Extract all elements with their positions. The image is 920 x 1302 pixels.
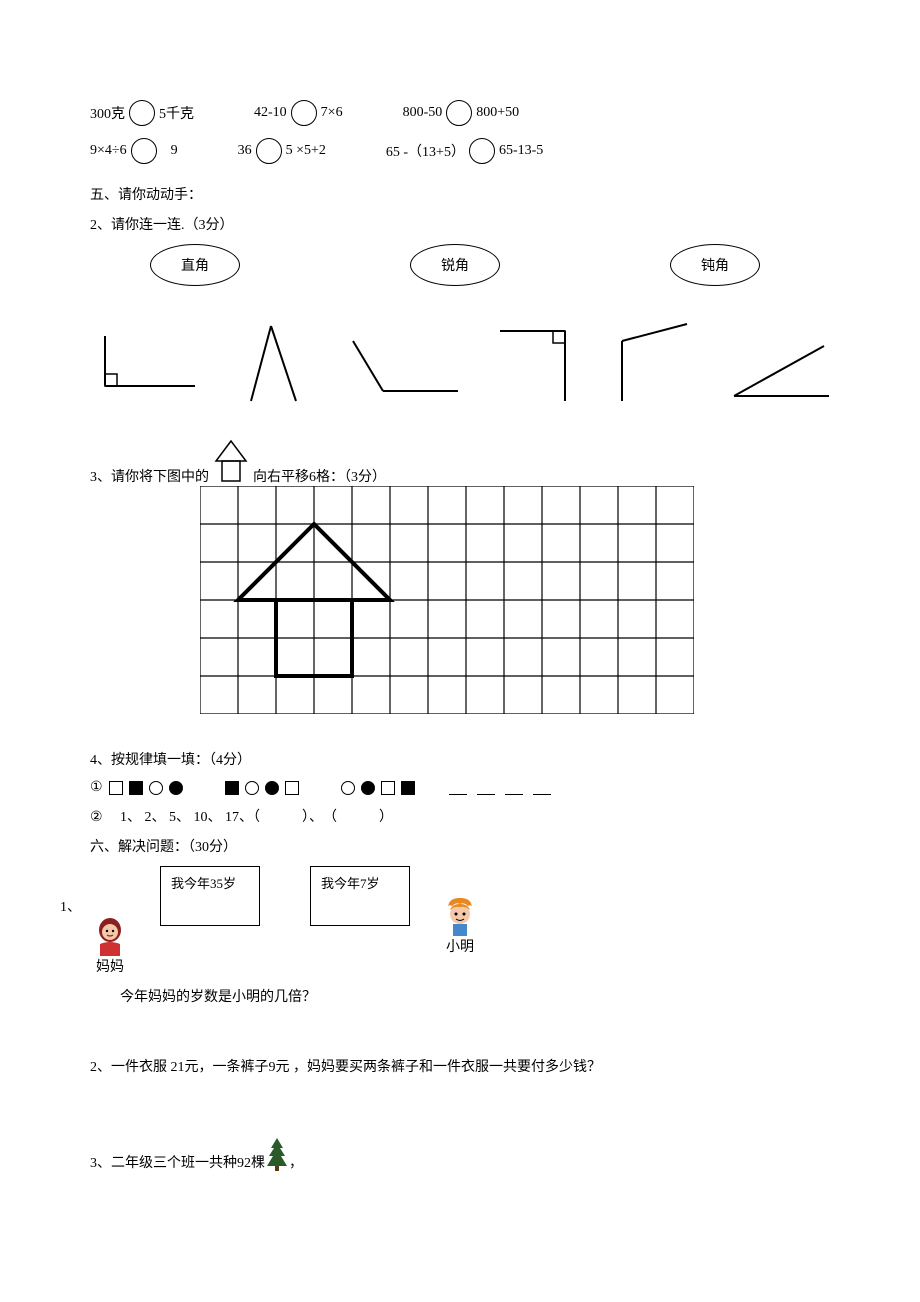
compare-right: 800+50: [476, 105, 519, 121]
compare-right: 65-13-5: [499, 143, 543, 159]
q1-label: 1、: [60, 896, 81, 916]
grid-svg[interactable]: [200, 486, 694, 714]
q3-post: 向右平移6格：（3分）: [253, 466, 386, 486]
pattern-1: ①: [90, 779, 830, 796]
boy-label: 小明: [446, 936, 474, 956]
pattern-blank[interactable]: [505, 781, 523, 795]
circle-open-icon: [341, 781, 355, 795]
compare-right: 9: [171, 143, 178, 159]
circle-fill-icon: [169, 781, 183, 795]
pattern-blank[interactable]: [477, 781, 495, 795]
circle-fill-icon: [361, 781, 375, 795]
q1-question: 今年妈妈的岁数是小明的几倍？: [120, 986, 830, 1006]
square-fill-icon: [401, 781, 415, 795]
compare-left: 65 -（13+5）: [386, 141, 465, 161]
compare-left: 300克: [90, 103, 125, 123]
mom-avatar-icon: [90, 916, 130, 956]
pattern1-label: ①: [90, 779, 103, 796]
pattern-blank[interactable]: [533, 781, 551, 795]
compare-item: 800-50 800+50: [403, 100, 520, 126]
compare-item: 9×4÷6 9: [90, 138, 178, 164]
blank-circle[interactable]: [291, 100, 317, 126]
mom-label: 妈妈: [96, 956, 124, 976]
circle-fill-icon: [265, 781, 279, 795]
angle-labels-row: 直角 锐角 钝角: [150, 244, 830, 286]
compare-left: 42-10: [254, 105, 287, 121]
square-fill-icon: [129, 781, 143, 795]
blank-circle[interactable]: [129, 100, 155, 126]
square-open-icon: [109, 781, 123, 795]
compare-right: 5千克: [159, 103, 194, 123]
compare-left: 9×4÷6: [90, 143, 127, 159]
q2-text: 2、请你连一连.（3分）: [90, 214, 830, 234]
blank-circle[interactable]: [131, 138, 157, 164]
circle-open-icon: [245, 781, 259, 795]
comparison-row-2: 9×4÷6 9 36 5 ×5+2 65 -（13+5） 65-13-5: [90, 138, 830, 164]
square-open-icon: [285, 781, 299, 795]
right-angle-2-icon: [490, 316, 577, 406]
q3-pre: 3、二年级三个班一共种92棵: [90, 1152, 265, 1172]
oval-obtuse-angle[interactable]: 钝角: [670, 244, 760, 286]
mom-speech-box: 我今年35岁: [160, 866, 260, 926]
compare-right: 7×6: [321, 105, 343, 121]
blank-circle[interactable]: [469, 138, 495, 164]
small-house-icon: [211, 436, 251, 486]
blank-circle[interactable]: [446, 100, 472, 126]
acute-angle-2-icon: [724, 336, 830, 406]
angles-row: [90, 316, 830, 406]
compare-right: 5 ×5+2: [286, 143, 326, 159]
obtuse-angle-2-icon: [607, 316, 694, 406]
square-fill-icon: [225, 781, 239, 795]
q3-row: 3、二年级三个班一共种92棵 ，: [90, 1136, 830, 1172]
compare-item: 36 5 ×5+2: [238, 138, 326, 164]
boy-speech-box: 我今年7岁: [310, 866, 410, 926]
obtuse-angle-icon: [343, 326, 459, 406]
section-5-title: 五、请你动动手：: [90, 184, 830, 204]
blank-circle[interactable]: [256, 138, 282, 164]
comparison-row-1: 300克 5千克 42-10 7×6 800-50 800+50: [90, 100, 830, 126]
q4-text: 4、按规律填一填：（4分）: [90, 749, 830, 769]
q1-container: 1、 妈妈 我今年35岁 我今年7岁 小明: [90, 866, 830, 976]
compare-item: 65 -（13+5） 65-13-5: [386, 138, 543, 164]
q3-row: 3、请你将下图中的 向右平移6格：（3分）: [90, 436, 830, 486]
tree-icon: [265, 1136, 289, 1172]
q2-text: 2、一件衣服 21元，一条裤子9元 ，妈妈要买两条裤子和一件衣服一共要付多少钱？: [90, 1056, 830, 1076]
acute-angle-icon: [226, 316, 313, 406]
right-angle-icon: [90, 326, 196, 406]
q3-post: ，: [289, 1152, 303, 1172]
oval-right-angle[interactable]: 直角: [150, 244, 240, 286]
compare-item: 300克 5千克: [90, 100, 194, 126]
compare-left: 36: [238, 143, 252, 159]
circle-open-icon: [149, 781, 163, 795]
compare-left: 800-50: [403, 105, 443, 121]
q3-pre: 3、请你将下图中的: [90, 466, 209, 486]
oval-acute-angle[interactable]: 锐角: [410, 244, 500, 286]
sequence-2: ② 1、 2、 5、 10、 17、（ ）、 （ ）: [90, 806, 830, 826]
compare-item: 42-10 7×6: [254, 100, 343, 126]
grid-container: [200, 486, 830, 719]
section-6-title: 六、解决问题：（30分）: [90, 836, 830, 856]
pattern-blank[interactable]: [449, 781, 467, 795]
square-open-icon: [381, 781, 395, 795]
boy-avatar-icon: [440, 896, 480, 936]
